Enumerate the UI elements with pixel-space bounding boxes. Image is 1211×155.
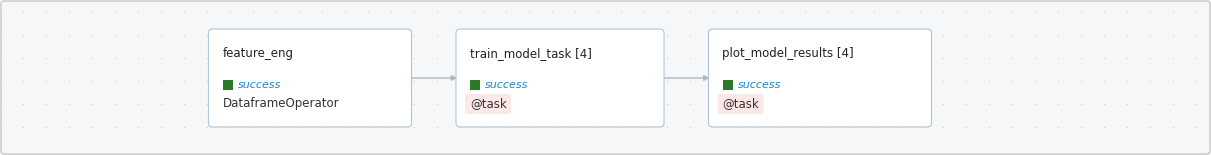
- Text: feature_eng: feature_eng: [223, 47, 293, 60]
- Bar: [470, 80, 480, 90]
- FancyBboxPatch shape: [708, 29, 931, 127]
- Text: success: success: [237, 80, 281, 90]
- Text: train_model_task [4]: train_model_task [4]: [470, 47, 592, 60]
- Text: @task: @task: [723, 97, 759, 111]
- Text: DataframeOperator: DataframeOperator: [223, 97, 339, 111]
- FancyBboxPatch shape: [465, 94, 511, 114]
- Bar: [723, 80, 733, 90]
- FancyBboxPatch shape: [457, 29, 664, 127]
- Bar: [223, 80, 233, 90]
- Text: @task: @task: [470, 97, 506, 111]
- Text: success: success: [737, 80, 781, 90]
- Text: plot_model_results [4]: plot_model_results [4]: [723, 47, 854, 60]
- FancyBboxPatch shape: [717, 94, 763, 114]
- FancyBboxPatch shape: [208, 29, 412, 127]
- Text: success: success: [484, 80, 528, 90]
